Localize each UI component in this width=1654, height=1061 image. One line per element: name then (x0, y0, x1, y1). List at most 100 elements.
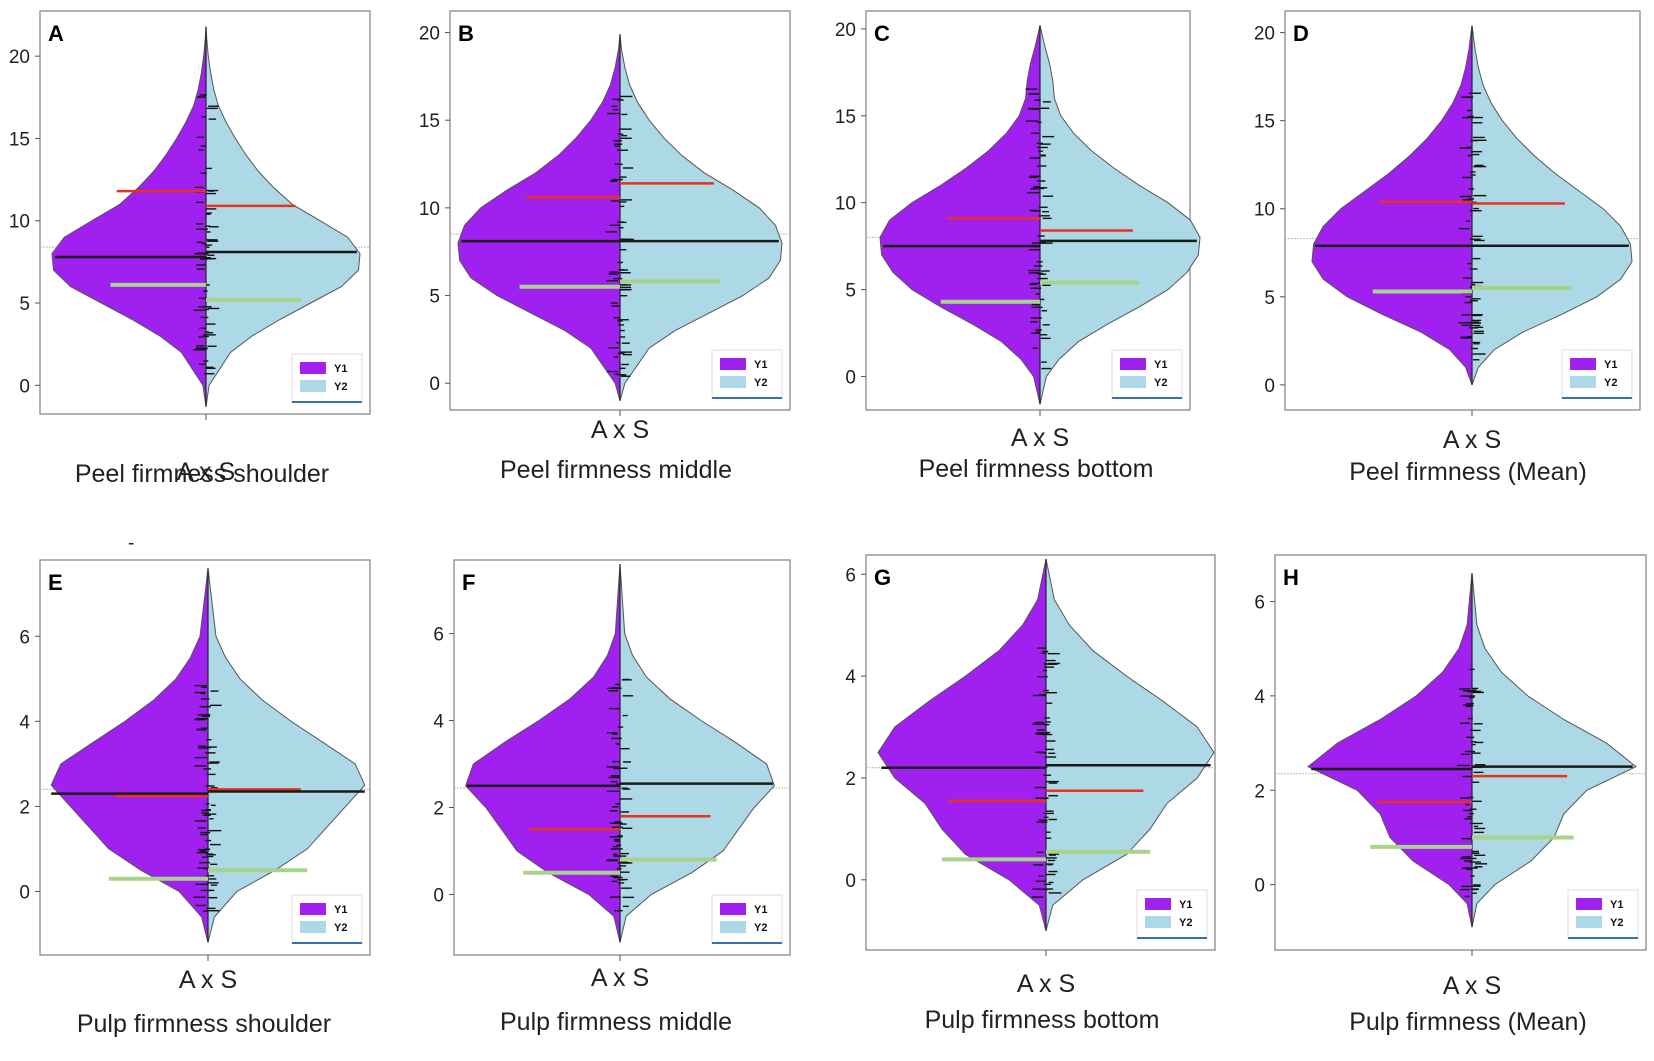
legend-swatch-y2 (1120, 376, 1146, 388)
y-tick-label: 0 (19, 376, 30, 397)
legend-swatch-y1 (720, 903, 746, 915)
violin-half-y1 (877, 558, 1047, 931)
panel-letter: H (1283, 565, 1299, 590)
legend-box (1111, 349, 1183, 399)
panel-title: Pulp firmness bottom (925, 1006, 1160, 1034)
y-tick-label: 0 (429, 374, 440, 395)
legend-swatch-y1 (720, 358, 746, 370)
violin-half-y1 (51, 26, 207, 407)
y-tick-label: 4 (19, 712, 30, 733)
panel-letter: F (462, 570, 475, 595)
panel-F: 0 2 4 6 F Y1 Y2 A x S Pulp firmness middle (433, 559, 791, 1036)
legend-swatch-y1 (1576, 898, 1602, 910)
legend-swatch-y2 (720, 921, 746, 933)
legend-label-y2: Y2 (1179, 917, 1192, 929)
legend-swatch-y1 (1570, 358, 1596, 370)
panel-G: 0 2 4 6 G Y1 Y2 A x S Pulp firmness bottom (845, 554, 1216, 1034)
panel-letter: G (874, 565, 891, 590)
y-tick-label: 6 (433, 625, 444, 646)
legend-box (1136, 889, 1208, 939)
legend-label-y2: Y2 (1604, 377, 1617, 389)
y-tick-label: 15 (835, 107, 856, 128)
legend-swatch-y2 (1576, 916, 1602, 928)
panel-title: Peel firmness shoulder (75, 460, 329, 488)
legend-swatch-y2 (300, 380, 326, 392)
y-tick-label: 5 (845, 281, 856, 302)
y-tick-label: 0 (845, 367, 856, 388)
violin-half-y2 (1039, 25, 1201, 405)
panel-title: Pulp firmness (Mean) (1349, 1008, 1587, 1036)
legend-box (291, 894, 363, 944)
legend-swatch-y2 (720, 376, 746, 388)
panel-E: 0 2 4 6 E Y1 Y2 A x S Pulp firmness shoulder (19, 559, 371, 1038)
panel-B: 0 5 10 15 20 B Y1 Y2 A x S Peel firmness middle (419, 10, 791, 484)
legend-swatch-y1 (1120, 358, 1146, 370)
legend-box (711, 349, 783, 399)
y-tick-label: 0 (19, 882, 30, 903)
panel-H: 0 2 4 6H Y1 Y2 A x S Pulp firmness (Mean) (1254, 554, 1647, 1036)
legend-box (1561, 349, 1633, 399)
legend-label-y1: Y1 (1604, 359, 1617, 371)
legend-swatch-y2 (300, 921, 326, 933)
panel-D: 0 5 10 15 20 D Y1 Y2 A x S Peel firmness (Mean) (1254, 10, 1641, 486)
legend-label-y1: Y1 (1154, 359, 1167, 371)
legend-label-y1: Y1 (754, 359, 767, 371)
y-tick-label: 6 (1254, 592, 1265, 613)
x-category-label: A x S (1011, 424, 1069, 452)
legend-box (291, 353, 363, 403)
legend-label-y1: Y1 (334, 363, 347, 375)
legend-swatch-y1 (1145, 898, 1171, 910)
y-tick-label: 5 (429, 287, 440, 308)
legend-label-y2: Y2 (334, 381, 347, 393)
y-tick-label: 6 (19, 627, 30, 648)
violin-half-y2 (1471, 25, 1633, 386)
y-tick-label: 15 (419, 111, 440, 132)
y-tick-label: 15 (1254, 112, 1275, 133)
violin-half-y2 (207, 568, 366, 943)
violin-half-y1 (1307, 573, 1473, 928)
y-tick-label: 6 (845, 565, 856, 586)
legend-label-y2: Y2 (334, 922, 347, 934)
violin-half-y1 (879, 25, 1041, 405)
panel-title: Peel firmness middle (500, 456, 732, 484)
y-tick-label: 10 (9, 212, 30, 233)
panel-letter: D (1293, 21, 1309, 46)
panel-letter: C (874, 21, 890, 46)
y-tick-label: 2 (19, 797, 30, 818)
x-category-label: A x S (1443, 972, 1501, 1000)
y-tick-label: 20 (835, 20, 856, 41)
violin-half-y1 (1311, 25, 1473, 386)
legend-box (711, 894, 783, 944)
y-tick-label: 2 (1254, 781, 1265, 802)
y-tick-label: 10 (835, 194, 856, 215)
legend-label-y2: Y2 (1154, 377, 1167, 389)
panel-title: Peel firmness bottom (919, 455, 1154, 483)
y-tick-label: 10 (1254, 200, 1275, 221)
x-category-label: A x S (1443, 426, 1501, 454)
legend-box (1567, 889, 1639, 939)
y-tick-label: 5 (19, 294, 30, 315)
x-category-label: A x S (177, 458, 235, 486)
y-tick-label: 0 (1254, 876, 1265, 897)
panel-title: Pulp firmness middle (500, 1008, 732, 1036)
legend-label-y1: Y1 (754, 904, 767, 916)
y-tick-label: 4 (433, 712, 444, 733)
legend-swatch-y1 (300, 362, 326, 374)
violin-half-y2 (619, 563, 775, 943)
y-tick-label: 20 (9, 47, 30, 68)
x-category-label: A x S (591, 416, 649, 444)
y-tick-label: 0 (1264, 376, 1275, 397)
legend-label-y1: Y1 (334, 904, 347, 916)
violin-half-y1 (465, 563, 621, 943)
legend-label-y2: Y2 (754, 377, 767, 389)
legend-label-y2: Y2 (1610, 917, 1623, 929)
legend-label-y1: Y1 (1610, 899, 1623, 911)
y-tick-label: 0 (433, 885, 444, 906)
violin-half-y2 (619, 34, 783, 401)
y-tick-label: 10 (419, 199, 440, 220)
x-category-label: A x S (179, 966, 237, 994)
stray-mark: - (128, 533, 134, 554)
legend-label-y1: Y1 (1179, 899, 1192, 911)
y-tick-label: 20 (419, 24, 440, 45)
panel-letter: B (458, 21, 474, 46)
